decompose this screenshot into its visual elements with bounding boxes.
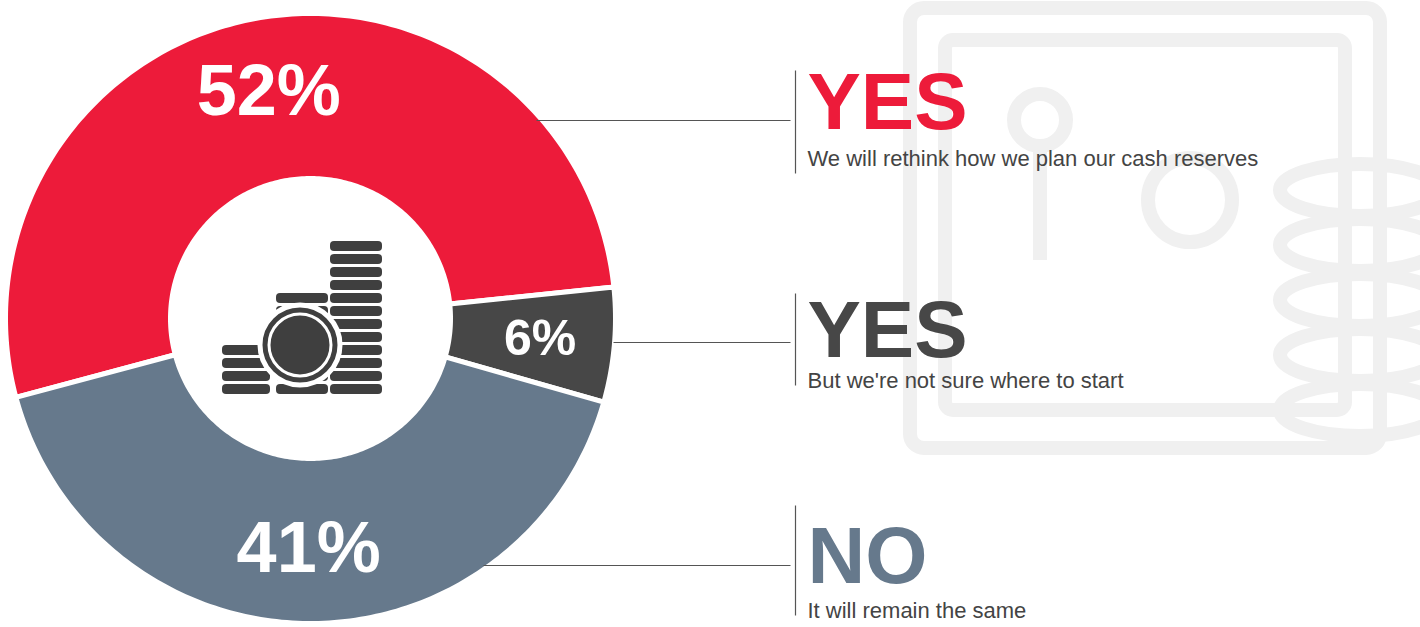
svg-text:YES: YES bbox=[808, 57, 968, 146]
svg-text:NO: NO bbox=[808, 511, 928, 600]
svg-text:YES: YES bbox=[808, 285, 968, 374]
svg-text:41%: 41% bbox=[237, 507, 381, 587]
svg-text:6%: 6% bbox=[504, 310, 576, 366]
svg-text:52%: 52% bbox=[197, 50, 341, 130]
svg-text:It will remain the same: It will remain the same bbox=[808, 598, 1027, 623]
svg-text:But we're not sure where to st: But we're not sure where to start bbox=[808, 368, 1124, 393]
svg-text:We will rethink how we plan ou: We will rethink how we plan our cash res… bbox=[808, 146, 1259, 171]
